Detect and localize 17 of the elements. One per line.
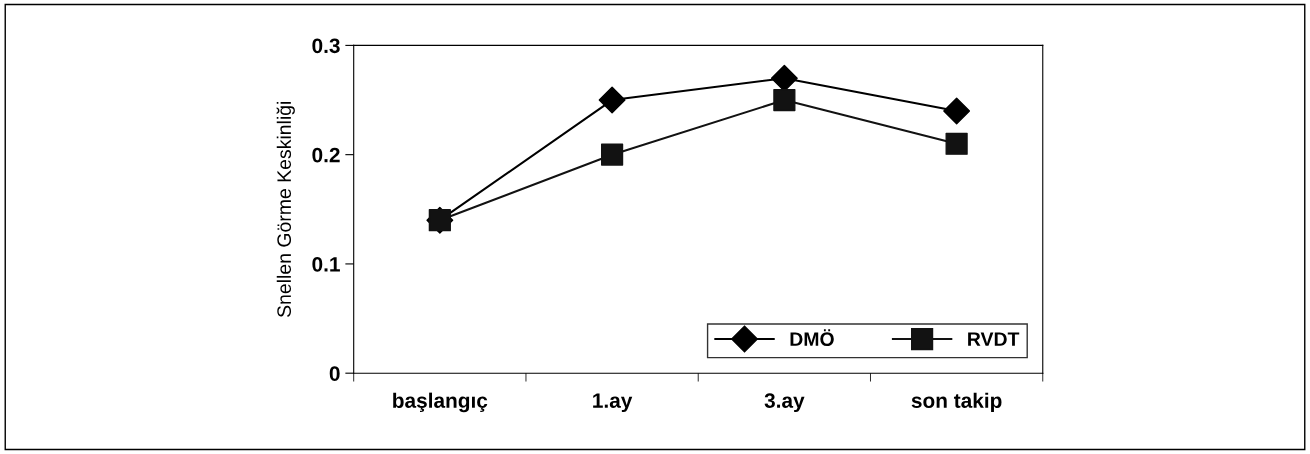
legend-label: DMÖ: [790, 329, 834, 347]
point: [945, 132, 968, 155]
y-tick-label: 0.3: [312, 38, 340, 54]
legend-label: RVDT: [968, 332, 1020, 346]
y-tick-label: 0.1: [312, 256, 340, 272]
point: [943, 97, 971, 125]
point: [770, 64, 798, 92]
point: [600, 143, 624, 166]
x-tick-label: başlangıç: [393, 392, 488, 413]
x-tick-label: 3.ay: [764, 393, 805, 413]
y-tick-label: 0: [329, 366, 340, 381]
x-tick-label: 1.ay: [593, 393, 633, 413]
point: [598, 86, 626, 114]
y-axis-title: Snellen Görme Keskinliği: [276, 101, 295, 318]
y-tick-label: 0.2: [312, 147, 340, 163]
x-tick-label: son takip: [911, 392, 1002, 413]
point: [773, 88, 796, 112]
